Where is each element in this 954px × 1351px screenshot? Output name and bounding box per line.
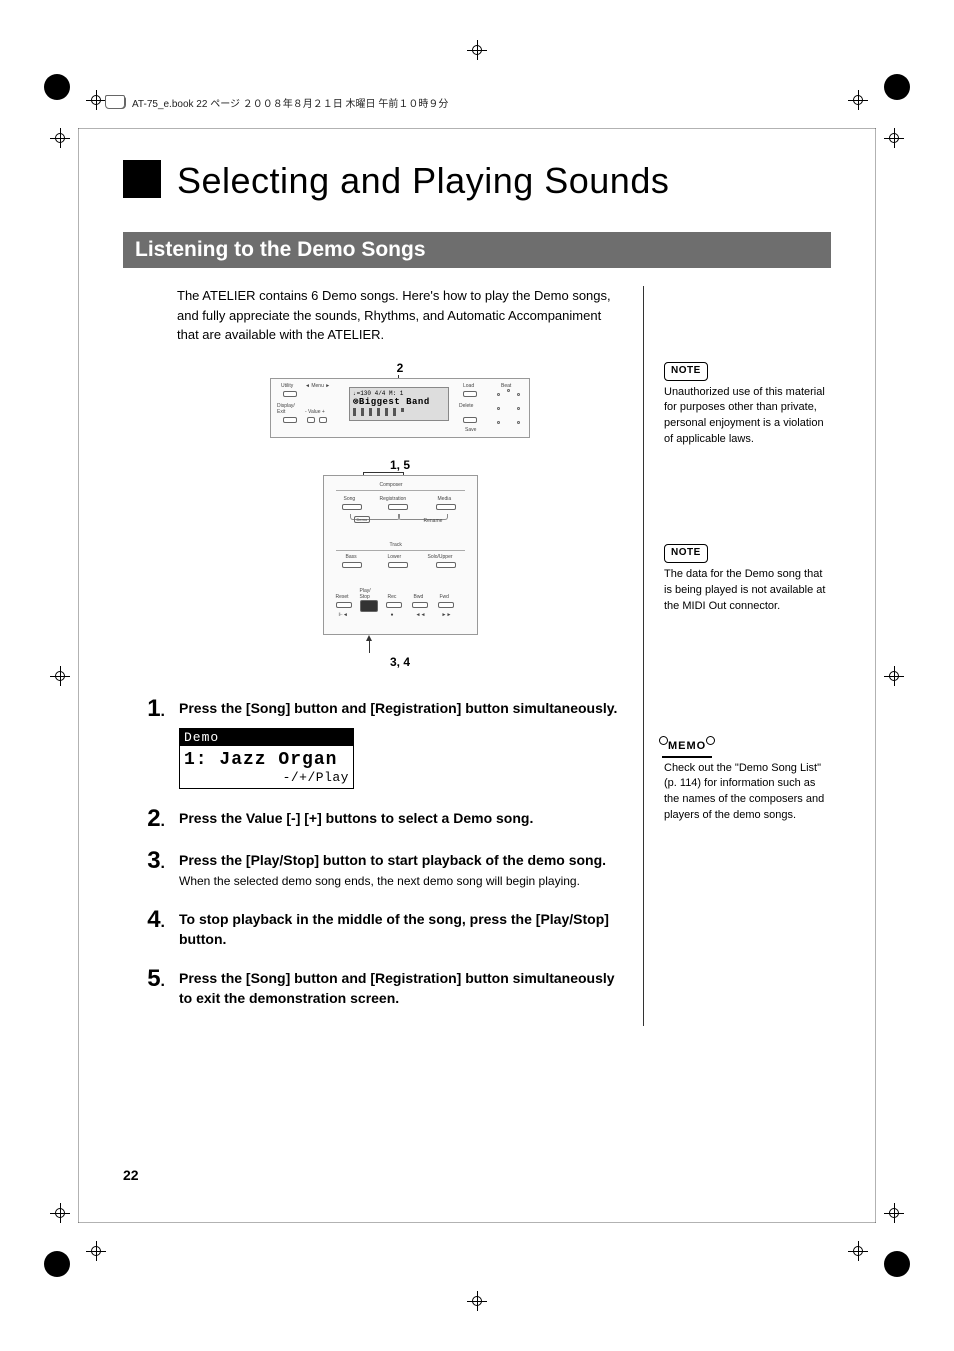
crop-line [78,1222,876,1223]
registration-mark [848,1241,868,1261]
step-text: Press the [Play/Stop] button to start pl… [179,851,623,871]
registration-mark [50,128,70,148]
memo-label: MEMO [664,739,710,757]
step-text: To stop playback in the middle of the so… [179,910,623,949]
memo-box: MEMO Check out the "Demo Song List" (p. … [664,739,827,825]
header-text: AT-75_e.book 22 ページ ２００８年８月２１日 木曜日 午前１０時… [132,95,448,110]
page: AT-75_e.book 22 ページ ２００８年８月２１日 木曜日 午前１０時… [0,0,954,1351]
registration-mark [467,40,487,60]
crop-line [78,128,79,1223]
step: 2. Press the Value [-] [+] buttons to se… [123,807,623,831]
section-title: Listening to the Demo Songs [135,238,426,261]
color-swatch [884,1251,910,1277]
crop-line [78,128,876,129]
lcd-display: ♩=130 4/4 M: 1 ⊗Biggest Band [349,387,449,421]
book-icon [108,97,126,109]
note-label: NOTE [664,544,708,563]
lcd-line: ♩=130 4/4 M: 1 [353,390,445,397]
registration-mark [884,666,904,686]
chapter-tab [123,160,161,198]
label: Utility [281,383,293,389]
step-number: 5. [123,967,165,1008]
section-bar: Listening to the Demo Songs [123,232,831,268]
column-divider [643,286,644,1026]
label: Play/ Stop [360,588,371,600]
panel-top-diagram: Utility ◄ Menu ► Display/ Exit - Value +… [270,378,530,438]
label: Song [344,496,356,502]
note-box: NOTE The data for the Demo song that is … [664,544,827,614]
note-label: NOTE [664,362,708,381]
sidebar: NOTE Unauthorized use of this material f… [664,286,827,1026]
registration-mark [467,1291,487,1311]
main-column: The ATELIER contains 6 Demo songs. Here'… [123,286,623,1026]
label: Composer [380,482,403,488]
label: - Value + [305,409,325,415]
step-number: 1. [123,697,165,790]
label: Track [390,542,402,548]
label: Display/ Exit [277,403,295,415]
lcd-line: 1: Jazz Organ [180,746,353,770]
registration-mark [884,1203,904,1223]
step: 3. Press the [Play/Stop] button to start… [123,849,623,890]
panel-diagram: 2 Utility ◄ Menu ► Display/ Exit - Value… [177,361,623,669]
registration-mark [86,90,106,110]
step-text: Press the [Song] button and [Registratio… [179,969,623,1008]
label: Bass [346,554,357,560]
step: 1. Press the [Song] button and [Registra… [123,697,623,790]
label: Load [463,383,474,389]
step-number: 2. [123,807,165,831]
label: Rename [424,518,443,524]
label: Media [438,496,452,502]
lcd-line: ⊗Biggest Band [353,397,445,408]
panel-bottom-diagram: Composer Song Registration Media Demo Re… [323,475,478,635]
lcd-screenshot: Demo 1: Jazz Organ -/+/Play [179,728,354,789]
step-number: 3. [123,849,165,890]
step-note: When the selected demo song ends, the ne… [179,873,623,890]
label: Fwd [440,594,449,600]
diagram-label: 1, 5 [323,458,478,472]
step-text: Press the Value [-] [+] buttons to selec… [179,809,623,829]
registration-mark [50,666,70,686]
content-area: Selecting and Playing Sounds Listening t… [123,160,831,1171]
label: Registration [380,496,407,502]
memo-text: Check out the "Demo Song List" (p. 114) … [664,761,827,825]
registration-mark [50,1203,70,1223]
step: 4. To stop playback in the middle of the… [123,908,623,949]
label: Demo [354,516,371,523]
label: Beat [501,383,511,389]
page-number: 22 [123,1167,139,1183]
label: Delete [459,403,473,409]
diagram-label: 2 [270,361,530,375]
step: 5. Press the [Song] button and [Registra… [123,967,623,1008]
label: Lower [388,554,402,560]
note-text: The data for the Demo song that is being… [664,567,827,615]
chapter-title: Selecting and Playing Sounds [177,160,831,202]
diagram-label: 3, 4 [323,655,478,669]
intro-paragraph: The ATELIER contains 6 Demo songs. Here'… [177,286,623,345]
color-swatch [44,74,70,100]
step-number: 4. [123,908,165,949]
color-swatch [884,74,910,100]
lcd-header: Demo [180,729,353,746]
note-text: Unauthorized use of this material for pu… [664,385,827,449]
steps: 1. Press the [Song] button and [Registra… [123,697,623,1009]
label: Save [465,427,476,433]
label: Bwd [414,594,424,600]
color-swatch [44,1251,70,1277]
label: Reset [336,594,349,600]
note-box: NOTE Unauthorized use of this material f… [664,362,827,448]
step-text: Press the [Song] button and [Registratio… [179,699,623,719]
header-metadata: AT-75_e.book 22 ページ ２００８年８月２１日 木曜日 午前１０時… [108,95,448,110]
registration-mark [86,1241,106,1261]
crop-line [875,128,876,1223]
columns: The ATELIER contains 6 Demo songs. Here'… [123,286,831,1026]
label: Rec [388,594,397,600]
lcd-footer: -/+/Play [180,770,353,788]
label: ◄ Menu ► [305,383,330,389]
registration-mark [884,128,904,148]
label: Solo/Upper [428,554,453,560]
registration-mark [848,90,868,110]
